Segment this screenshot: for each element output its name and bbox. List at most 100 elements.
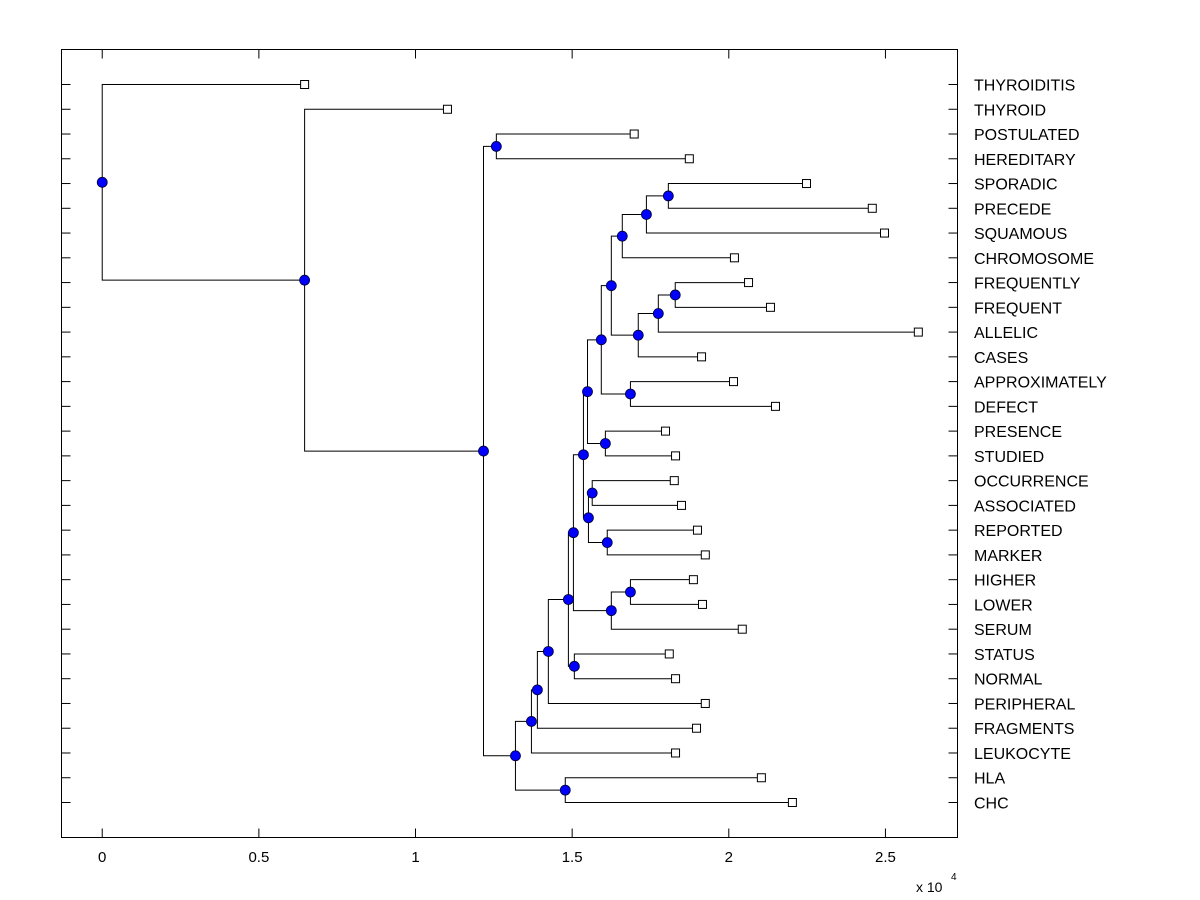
leaf-label: ASSOCIATED: [974, 498, 1076, 515]
leaf-label: CHROMOSOME: [974, 251, 1094, 268]
leaf-label: HLA: [974, 771, 1005, 788]
branch-line: [657, 313, 919, 333]
branch-line: [587, 517, 608, 544]
branch-line: [547, 651, 706, 704]
branch-line: [101, 84, 305, 183]
cluster-node: [605, 280, 617, 292]
branch-line: [304, 108, 448, 281]
leaf-marker: [737, 624, 747, 634]
x-tick-label: 1.5: [562, 849, 583, 866]
cluster-node: [510, 750, 521, 762]
branch-line: [637, 313, 659, 336]
leaf-label: STUDIED: [974, 449, 1044, 466]
leaf-labels: THYROIDITIS THYROID POSTULATED HEREDITARY SP…: [974, 78, 1107, 813]
branch-line: [530, 721, 676, 754]
branch-line: [536, 689, 697, 729]
leaf-marker: [442, 104, 452, 114]
leaf-label: THYROID: [974, 102, 1046, 119]
leaf-label: FREQUENT: [974, 300, 1062, 317]
leaf-label: HIGHER: [974, 573, 1036, 590]
cluster-node: [632, 329, 644, 341]
cluster-node: [490, 140, 502, 152]
leaf-marker: [300, 80, 310, 89]
branch-line: [610, 610, 743, 630]
leaf-marker: [692, 723, 702, 733]
leaf-marker: [697, 352, 707, 362]
leaf-label: LOWER: [974, 597, 1033, 614]
leaf-label: PRECEDE: [974, 201, 1051, 218]
cluster-node: [578, 449, 589, 461]
cluster-node: [652, 308, 664, 319]
branch-line: [645, 195, 669, 215]
leaf-label: CHC: [974, 796, 1009, 813]
branch-line: [621, 213, 647, 237]
leaf-marker: [770, 401, 780, 411]
leaf-marker: [801, 179, 811, 189]
leaf-marker: [671, 451, 681, 461]
leaf-marker: [664, 649, 674, 659]
cluster-node: [599, 438, 611, 449]
branch-line: [482, 451, 516, 757]
leaf-marker: [688, 575, 698, 585]
cluster-node: [542, 646, 554, 657]
cluster-node: [568, 527, 579, 539]
branch-line: [610, 591, 631, 611]
cluster-node: [526, 716, 537, 727]
leaf-marker: [729, 377, 738, 387]
branch-line: [101, 182, 305, 281]
leaf-marker: [765, 302, 775, 312]
leaf-label: DEFECT: [974, 399, 1038, 416]
cluster-node: [582, 386, 593, 398]
cluster-node: [625, 388, 636, 400]
leaf-label: CASES: [974, 350, 1028, 367]
cluster-node: [595, 334, 607, 346]
x-multiplier: x 10: [916, 879, 943, 895]
branch-line: [514, 755, 566, 791]
cluster-node: [669, 289, 681, 301]
leaf-label: NORMAL: [974, 672, 1043, 689]
cluster-node: [641, 209, 652, 220]
cluster-node: [662, 190, 674, 202]
y-ticks: [61, 84, 958, 803]
leaf-label: POSTULATED: [974, 127, 1080, 144]
branch-line: [600, 339, 631, 395]
leaf-label: STATUS: [974, 647, 1035, 664]
x-ticks: 0 0.5 1 1.5 2 2.5: [98, 49, 896, 866]
leaf-marker: [671, 674, 681, 684]
cluster-node: [586, 487, 598, 499]
leaf-label: SERUM: [974, 622, 1032, 639]
branch-line: [657, 294, 676, 314]
leaf-marker: [700, 550, 710, 560]
leaf-label: MARKER: [974, 548, 1042, 565]
branch-line: [572, 532, 612, 612]
x-tick-label: 2.5: [875, 849, 896, 866]
cluster-node: [605, 605, 617, 617]
cluster-node: [96, 176, 108, 188]
leaf-markers: [300, 80, 923, 807]
leaf-marker: [629, 129, 639, 139]
leaf-label: LEUKOCYTE: [974, 746, 1071, 763]
branch-line: [637, 335, 702, 358]
cluster-node: [568, 660, 580, 672]
branch-line: [621, 236, 735, 259]
branch-line: [610, 285, 639, 336]
branch-line: [304, 280, 484, 452]
leaf-marker: [744, 278, 754, 288]
leaf-marker: [913, 327, 923, 337]
x-tick-label: 1: [411, 849, 419, 866]
x-multiplier-exponent: 4: [951, 872, 957, 883]
leaf-marker: [676, 500, 686, 510]
cluster-node: [531, 684, 543, 696]
leaf-label: SPORADIC: [974, 177, 1058, 194]
x-tick-label: 0.5: [248, 849, 269, 866]
cluster-node: [562, 594, 574, 605]
leaf-label: SQUAMOUS: [974, 226, 1067, 243]
leaf-label: PRESENCE: [974, 424, 1062, 441]
x-tick-label: 0: [98, 849, 106, 866]
leaf-label: ALLELIC: [974, 325, 1038, 342]
leaf-label: THYROIDITIS: [974, 78, 1075, 95]
leaf-marker: [684, 154, 694, 164]
leaf-marker: [700, 698, 710, 708]
leaf-marker: [867, 203, 877, 213]
leaf-marker: [729, 253, 739, 263]
